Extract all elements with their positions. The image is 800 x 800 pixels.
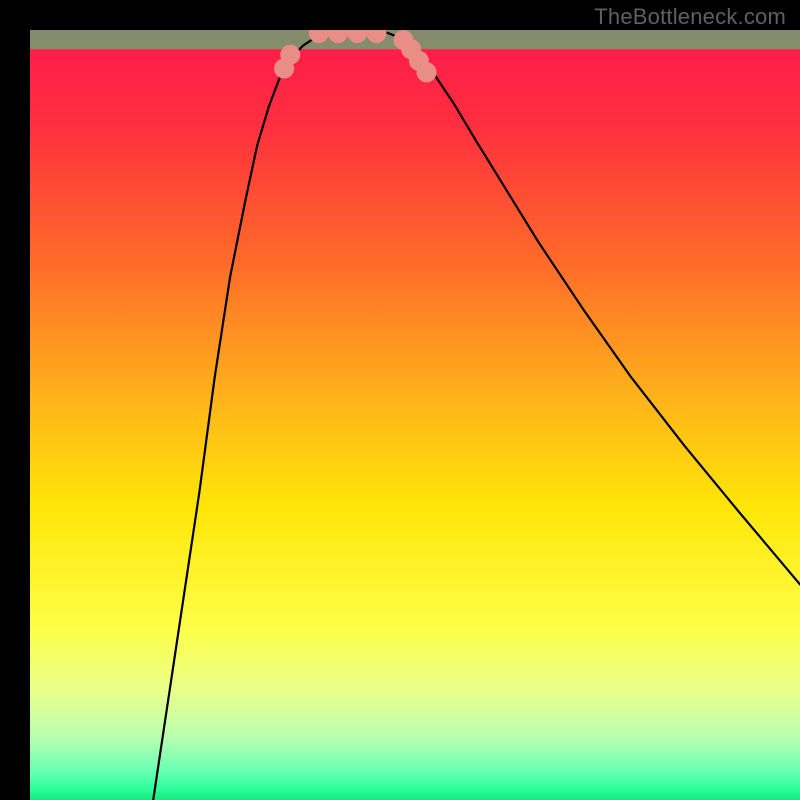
plot-area <box>30 30 800 800</box>
gradient-background <box>30 30 800 800</box>
chart-stage: TheBottleneck.com <box>0 0 800 800</box>
marker-point <box>280 45 300 65</box>
marker-point <box>417 62 437 82</box>
plot-svg <box>30 30 800 800</box>
watermark-text: TheBottleneck.com <box>594 4 786 30</box>
